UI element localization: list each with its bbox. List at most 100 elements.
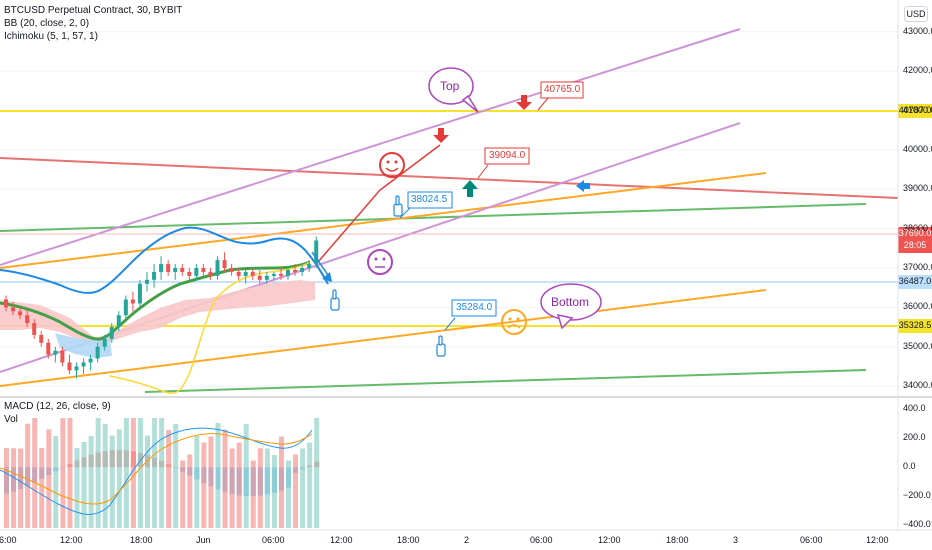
prediction-arrow-down[interactable] (311, 251, 329, 276)
red-down-arrow-marker-1[interactable] (433, 128, 449, 143)
price-axis-label: 37000.0 (903, 262, 932, 272)
volume-bar (137, 418, 143, 528)
candle-body (187, 271, 192, 276)
macd-signal-line[interactable] (0, 433, 313, 505)
price-callout-39094[interactable] (477, 147, 530, 179)
pointing-hand-icon-1 (393, 195, 403, 217)
candle-body (18, 311, 23, 316)
volume-bar (109, 435, 115, 528)
macd-axis-label: −200.0 (903, 490, 931, 501)
volume-bar (130, 418, 136, 528)
green-trend-line-lower[interactable] (144, 369, 867, 393)
candle-body (307, 264, 312, 268)
prediction-arrow-up[interactable] (317, 144, 441, 263)
vol-indicator-legend[interactable]: Vol (4, 414, 18, 425)
volume-bar (236, 442, 242, 528)
red-down-arrow-marker-2[interactable] (516, 95, 532, 110)
candle-body (286, 269, 290, 276)
price-axis-label: 43000.0 (903, 25, 932, 36)
candle-body (257, 275, 262, 280)
bollinger-band-line[interactable] (0, 226, 329, 294)
candle-body (180, 268, 185, 272)
price-axis-label: 41000.0 (903, 104, 932, 115)
volume-bar (152, 418, 158, 528)
candle-body (46, 342, 51, 355)
symbol-title[interactable]: BTCUSD Perpetual Contract, 30, BYBIT (4, 5, 183, 16)
candle-body (137, 283, 142, 304)
candle-body (109, 327, 114, 339)
neutral-face-icon (367, 249, 393, 275)
candle-body (159, 264, 164, 272)
volume-bar (25, 423, 31, 528)
ichimoku-indicator-legend[interactable]: Ichimoku (5, 1, 57, 1) (4, 31, 98, 42)
violet-channel-line-upper[interactable] (0, 28, 741, 266)
price-tag-yellow-top: 40787.0 (898, 105, 932, 115)
volume-bar (293, 454, 299, 528)
teal-up-arrow-marker[interactable] (462, 180, 478, 197)
price-axis-label: 36000.0 (903, 301, 932, 312)
time-axis-label: 06:00 (0, 535, 17, 545)
candle-body (271, 273, 276, 276)
time-axis-label: 12:00 (60, 535, 83, 545)
volume-bar (187, 454, 193, 528)
candle-body (88, 358, 93, 363)
time-axis-label: 12:00 (866, 535, 889, 545)
candle-body (4, 299, 8, 308)
candle-body (194, 268, 199, 276)
orange-trend-line-upper[interactable] (0, 172, 767, 269)
volume-bars[interactable] (4, 418, 320, 528)
price-tag-blue: 36487.0 (898, 276, 932, 286)
orange-trend-line-lower[interactable] (0, 289, 767, 387)
candle-body (173, 268, 178, 272)
volume-bar (264, 448, 270, 528)
volume-bar (67, 418, 73, 528)
time-axis-label: 06:00 (262, 535, 285, 545)
price-tag-yellow-top-bg (898, 104, 932, 118)
ichimoku-conversion-line[interactable] (0, 260, 311, 341)
price-tag-blue-bg (898, 275, 932, 289)
candle-body (145, 279, 149, 284)
volume-bar (314, 418, 320, 528)
time-axis-label: 3 (733, 535, 739, 545)
macd-indicator-legend[interactable]: MACD (12, 26, close, 9) (4, 401, 111, 412)
volume-bar (102, 424, 108, 528)
volume-bar (215, 423, 221, 528)
volume-bar (11, 448, 17, 528)
bb-indicator-legend[interactable]: BB (20, close, 2, 0) (4, 18, 90, 29)
price-tag-countdown: 28:05 (903, 240, 927, 250)
top-bubble-label: Top (440, 79, 460, 93)
volume-bar (166, 430, 172, 528)
candle-body (208, 271, 213, 276)
top-speech-bubble[interactable] (428, 67, 479, 113)
candlestick-series[interactable] (4, 236, 319, 379)
price-tag-current: 37690.0 (898, 228, 932, 238)
time-axis-label: 2 (464, 535, 470, 545)
price-tag-yellow-bottom: 35328.5 (898, 320, 932, 330)
volume-bar (222, 429, 228, 528)
candle-body (60, 350, 65, 363)
candle-body (300, 268, 305, 272)
price-callout-38024[interactable] (399, 191, 453, 219)
price-axis-label: 38000.0 (903, 222, 932, 233)
macd-line[interactable] (0, 427, 313, 515)
currency-button[interactable]: USD (904, 6, 928, 22)
price-callout-35284[interactable] (444, 299, 497, 331)
volume-bar (180, 460, 186, 528)
volume-bar (123, 418, 129, 528)
prediction-arrow-down-head (322, 272, 332, 282)
ichimoku-lagging-line[interactable] (109, 261, 311, 394)
price-callout-40765[interactable] (537, 81, 584, 111)
green-trend-line-upper[interactable] (0, 203, 867, 232)
volume-bar (307, 442, 313, 528)
red-trend-line[interactable] (0, 157, 899, 199)
price-tag-yellow-bottom-bg (898, 319, 932, 333)
bottom-speech-bubble[interactable] (540, 283, 602, 330)
volume-bar (95, 418, 101, 528)
candle-body (314, 240, 319, 265)
blue-left-arrow-marker[interactable] (576, 180, 590, 192)
volume-bar (271, 455, 277, 528)
candle-body (293, 269, 298, 272)
candle-body (264, 275, 269, 280)
price-axis-label: 35000.0 (903, 340, 932, 351)
